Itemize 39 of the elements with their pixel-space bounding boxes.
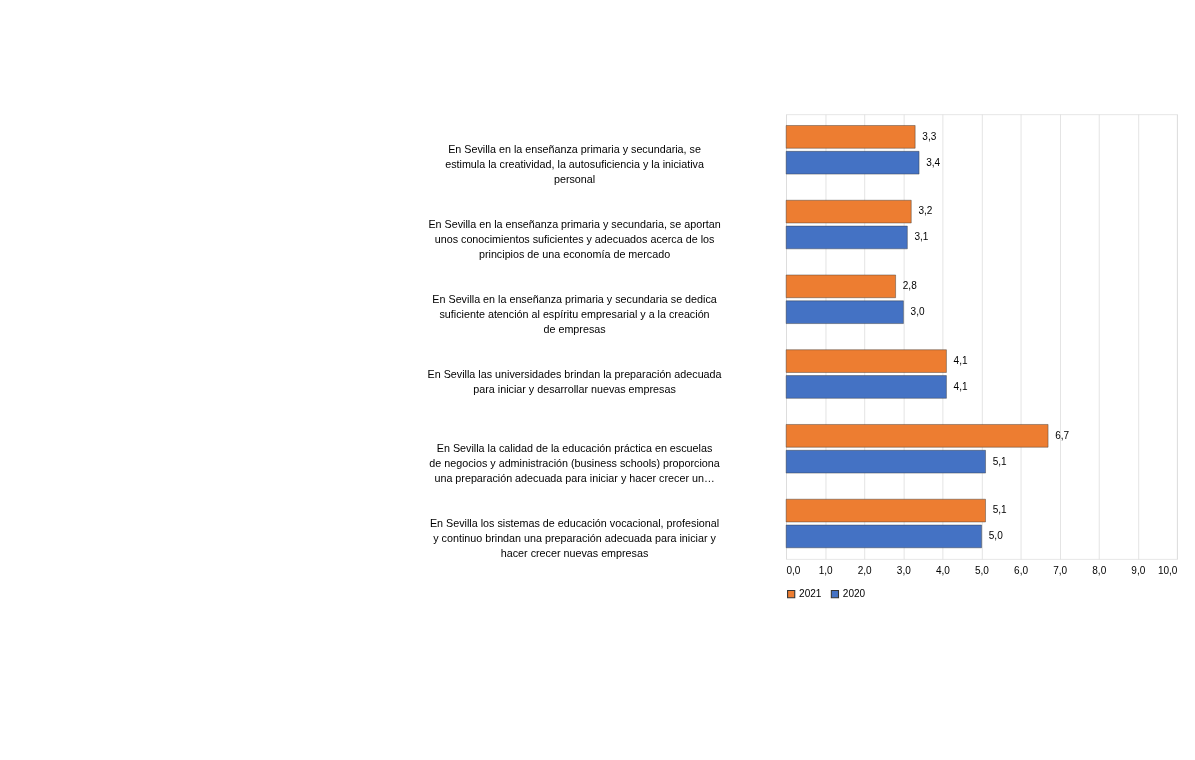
legend-label: 2020 (842, 588, 866, 600)
x-tick-label: 5,0 (974, 565, 990, 577)
bar (785, 375, 947, 399)
y-tick-label: En Sevilla en la enseñanza primaria y secundaria se dedica suficiente atención al espíritu empresarial y a la creación de empresas (432, 292, 717, 335)
bar (785, 349, 947, 373)
y-tick-label: En Sevilla los sistemas de educación vocacional, profesional y continuo brindan una preparación adecuada para iniciar y hacer crecer nuevas empresas (429, 517, 720, 560)
bar (785, 300, 904, 324)
y-tick-label: En Sevilla en la enseñanza primaria y secundaria, se aportan unos conocimientos suficientes y adecuados acerca de los principios de una economía de mercado (428, 218, 721, 261)
bar (785, 424, 1049, 448)
bar (785, 125, 916, 149)
data-label: 4,1 (953, 380, 968, 392)
y-tick-label: En Sevilla las universidades brindan la preparación adecuada para iniciar y desarrollar nuevas empresas (427, 367, 722, 395)
x-tick-label: 8,0 (1092, 565, 1107, 577)
data-label: 4,1 (953, 354, 968, 366)
legend-label: 2021 (799, 588, 822, 600)
data-label: 6,7 (1055, 429, 1070, 441)
x-tick-label: 0,0 (786, 565, 801, 577)
bar (785, 151, 920, 175)
data-label: 3,3 (922, 130, 937, 142)
x-tick-label: 7,0 (1053, 565, 1068, 577)
x-tick-label: 6,0 (1014, 565, 1029, 577)
data-label: 3,2 (918, 205, 933, 217)
data-label: 5,1 (992, 504, 1008, 516)
data-label: 3,0 (910, 306, 925, 318)
bar (785, 274, 896, 298)
data-label: 3,4 (926, 156, 941, 168)
x-tick-label: 9,0 (1131, 565, 1146, 577)
bar (785, 450, 986, 474)
x-tick-label: 4,0 (935, 565, 951, 577)
data-label: 3,1 (914, 231, 929, 243)
data-label: 2,8 (902, 280, 918, 292)
data-label: 5,1 (992, 455, 1008, 467)
y-tick-label: En Sevilla la calidad de la educación práctica en escuelas de negocios y administración (business schools) proporciona una preparación adecuada para iniciar y hacer crecer un… (429, 442, 720, 485)
x-tick-label: 2,0 (857, 565, 873, 577)
data-label: 5,0 (988, 530, 1004, 542)
y-tick-label: En Sevilla en la enseñanza primaria y secundaria, se estimula la creatividad, la autosuficiencia y la iniciativa personal (445, 143, 704, 186)
x-tick-label: 10,0 (1157, 565, 1178, 577)
x-tick-label: 3,0 (896, 565, 912, 577)
x-tick-label: 1,0 (818, 565, 833, 577)
